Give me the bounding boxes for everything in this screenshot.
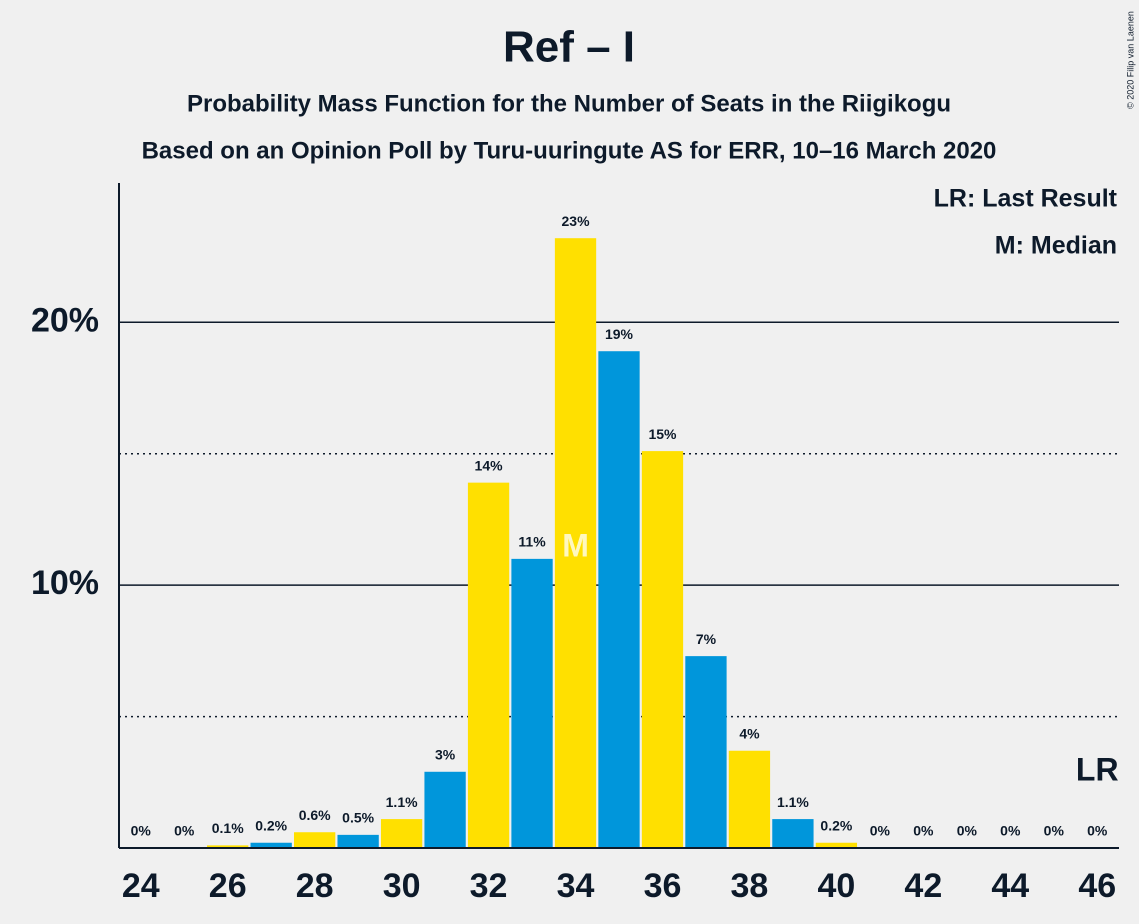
x-tick-label: 24	[122, 867, 160, 905]
value-label: 0.2%	[255, 817, 287, 833]
median-marker: M	[562, 527, 589, 563]
x-tick-label: 46	[1078, 867, 1116, 905]
value-label: 11%	[518, 534, 546, 550]
x-tick-label: 40	[817, 867, 855, 905]
value-label: 0%	[174, 823, 195, 839]
bar	[728, 750, 771, 848]
x-tick-label: 34	[557, 867, 595, 905]
value-label: 23%	[562, 213, 591, 229]
bar	[337, 834, 379, 848]
x-tick-label: 28	[296, 867, 334, 905]
value-label: 7%	[696, 631, 717, 647]
bar	[641, 451, 684, 848]
value-label: 0.6%	[299, 807, 331, 823]
value-label: 3%	[435, 746, 456, 762]
bar	[250, 842, 292, 848]
bar	[554, 238, 597, 848]
value-label: 0%	[957, 823, 978, 839]
legend-entry: M: Median	[995, 232, 1117, 260]
x-tick-label: 38	[731, 867, 769, 905]
value-label: 4%	[739, 725, 760, 741]
bar	[511, 558, 553, 848]
copyright: © 2020 Filip van Laenen	[1125, 11, 1135, 109]
value-label: 0%	[1087, 823, 1108, 839]
bar	[207, 845, 249, 848]
x-tick-label: 36	[644, 867, 682, 905]
bar	[294, 832, 336, 848]
bar	[685, 656, 727, 848]
x-tick-label: 32	[470, 867, 508, 905]
bar	[380, 819, 423, 848]
chart-subtitle: Based on an Opinion Poll by Turu-uuringu…	[142, 137, 997, 164]
value-label: 15%	[648, 426, 677, 442]
bar	[467, 482, 510, 848]
x-tick-label: 30	[383, 867, 421, 905]
value-label: 0.5%	[342, 810, 374, 826]
value-label: 0%	[131, 823, 152, 839]
value-label: 0%	[913, 823, 934, 839]
chart-subtitle: Probability Mass Function for the Number…	[187, 90, 951, 117]
bar	[815, 842, 858, 848]
value-label: 0%	[1044, 823, 1065, 839]
y-tick-label: 10%	[31, 564, 99, 602]
x-tick-label: 42	[904, 867, 942, 905]
value-label: 0.2%	[820, 817, 852, 833]
value-label: 0.1%	[212, 820, 244, 836]
value-label: 0%	[1000, 823, 1021, 839]
last-result-marker: LR	[1076, 751, 1119, 787]
y-tick-label: 20%	[31, 301, 99, 339]
value-label: 0%	[870, 823, 891, 839]
bar	[424, 771, 466, 848]
legend-entry: LR: Last Result	[934, 185, 1118, 213]
x-tick-label: 44	[991, 867, 1029, 905]
x-tick-label: 26	[209, 867, 247, 905]
chart-title: Ref – I	[503, 23, 635, 72]
bar	[772, 819, 814, 848]
value-label: 14%	[475, 457, 504, 473]
value-label: 19%	[605, 326, 634, 342]
value-label: 1.1%	[777, 794, 809, 810]
bar	[598, 351, 640, 848]
value-label: 1.1%	[386, 794, 418, 810]
